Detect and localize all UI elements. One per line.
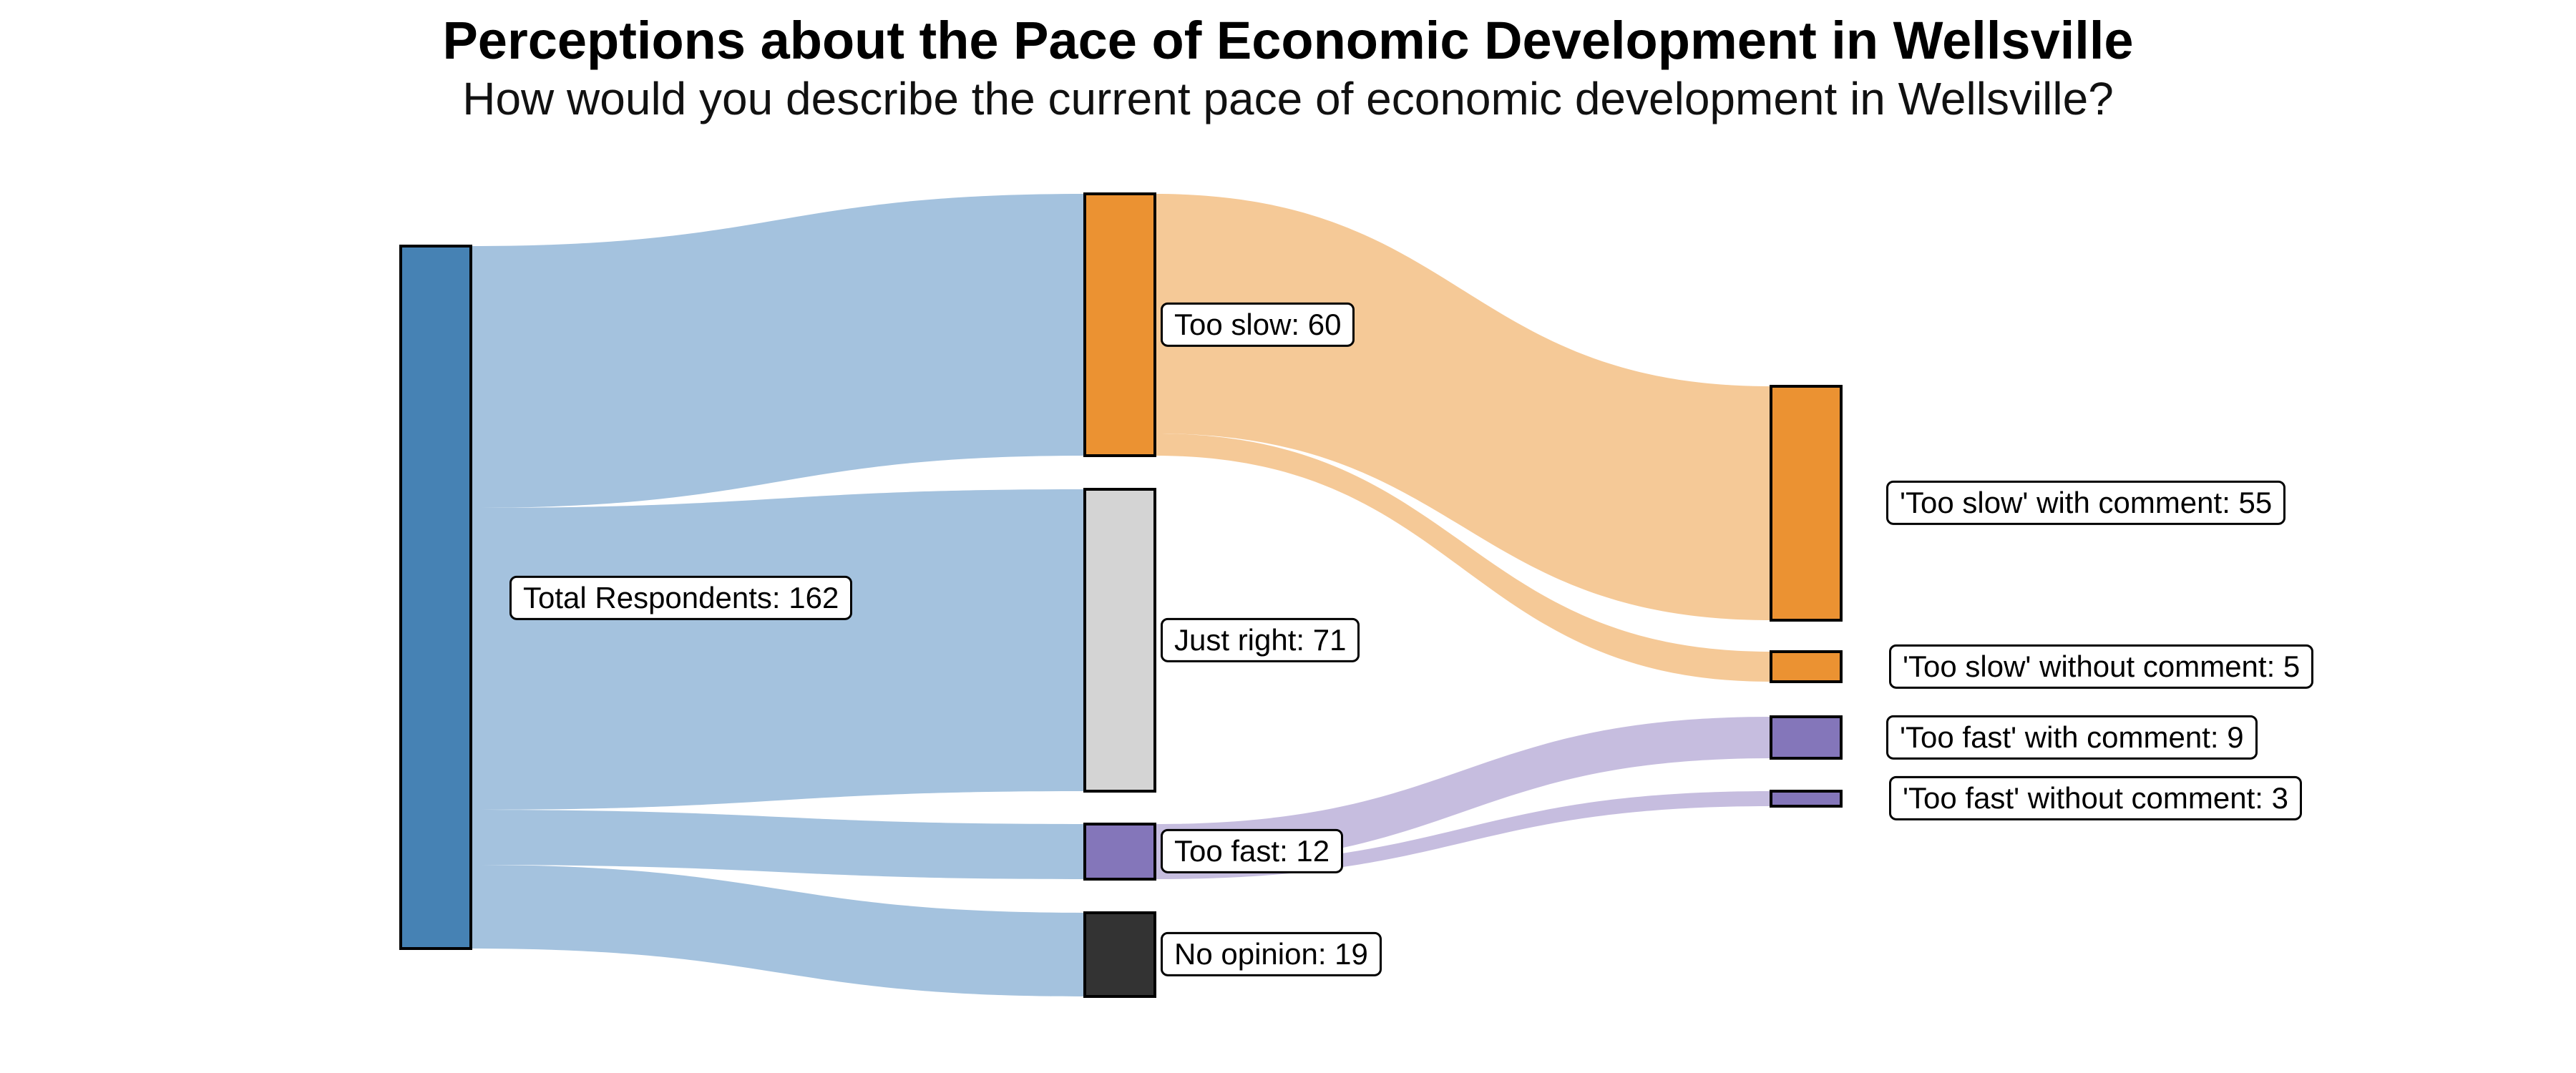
node-total-respondents — [399, 245, 472, 950]
flow-total-to-too-fast — [471, 810, 1085, 879]
flow-total-to-no-opinion — [471, 865, 1085, 996]
flow-too-slow-to-with-comment — [1155, 194, 1771, 620]
label-too-slow: Too slow: 60 — [1161, 302, 1355, 348]
node-no-opinion — [1083, 911, 1156, 998]
node-too-fast — [1083, 823, 1156, 881]
node-just-right — [1083, 488, 1156, 793]
node-too-fast-without-comment — [1770, 790, 1843, 808]
chart-subtitle: How would you describe the current pace … — [462, 73, 2114, 124]
label-too-slow-with-comment: 'Too slow' with comment: 55 — [1886, 480, 2286, 526]
flow-too-slow-to-without-comment — [1155, 433, 1771, 682]
flow-total-to-too-slow — [471, 194, 1085, 508]
node-too-fast-with-comment — [1770, 715, 1843, 760]
node-too-slow — [1083, 192, 1156, 457]
flow-too-fast-to-without-comment — [1155, 791, 1771, 879]
node-too-slow-with-comment — [1770, 385, 1843, 622]
label-too-fast-with-comment: 'Too fast' with comment: 9 — [1886, 715, 2258, 760]
label-too-slow-without-comment: 'Too slow' without comment: 5 — [1889, 644, 2314, 690]
label-just-right: Just right: 71 — [1161, 617, 1360, 663]
label-no-opinion: No opinion: 19 — [1161, 931, 1382, 977]
chart-title: Perceptions about the Pace of Economic D… — [442, 11, 2134, 70]
flow-too-fast-to-with-comment — [1155, 717, 1771, 866]
node-too-slow-without-comment — [1770, 650, 1843, 683]
flow-total-to-just-right — [471, 489, 1085, 810]
label-too-fast-without-comment: 'Too fast' without comment: 3 — [1889, 775, 2302, 821]
label-too-fast: Too fast: 12 — [1161, 828, 1344, 874]
label-total-respondents: Total Respondents: 162 — [509, 575, 853, 621]
